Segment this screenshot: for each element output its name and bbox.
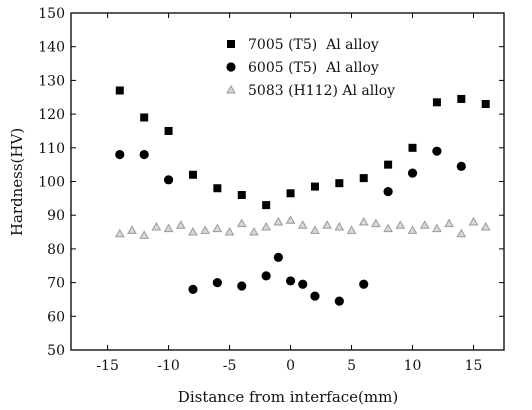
y-tick-label: 130 (38, 73, 65, 89)
circle-point (298, 279, 308, 289)
circle-point (115, 149, 125, 160)
y-tick-label: 110 (38, 141, 65, 157)
triangle-point (200, 225, 211, 234)
y-tick-label: 140 (38, 40, 65, 56)
triangle-point (175, 220, 186, 229)
triangle-point (383, 223, 393, 233)
square-point (115, 86, 124, 95)
triangle-point (139, 230, 150, 239)
triangle-point (236, 218, 247, 228)
triangle-point (212, 223, 223, 233)
data-points (114, 86, 491, 306)
triangle-point (310, 225, 320, 234)
y-tick-label: 60 (47, 309, 65, 325)
y-tick-label: 120 (38, 107, 65, 123)
legend-square-marker (227, 40, 235, 48)
circle-point (334, 296, 344, 306)
triangle-point (346, 225, 357, 234)
triangle-point (114, 228, 125, 238)
triangle-point (188, 227, 198, 236)
square-point (384, 160, 393, 169)
x-tick-label: -5 (223, 358, 237, 374)
triangle-point (334, 221, 345, 231)
circle-point (273, 252, 283, 262)
circle-point (285, 276, 296, 286)
x-tick-label: 15 (465, 358, 483, 374)
x-tick-label: 5 (347, 358, 356, 374)
square-point (188, 170, 197, 179)
circle-point (188, 284, 198, 294)
square-point (457, 94, 466, 103)
legend: 7005 (T5) Al alloy 6005 (T5) Al alloy 5083… (226, 37, 395, 99)
triangle-point (127, 225, 137, 234)
circle-point (212, 278, 222, 288)
circle-point (163, 175, 174, 185)
triangle-point (273, 216, 284, 226)
square-point (408, 143, 417, 152)
y-tick-label: 90 (47, 208, 65, 224)
axis-ticks (71, 12, 504, 351)
square-point (140, 113, 149, 122)
triangle-point (151, 221, 162, 231)
circle-point (139, 149, 149, 160)
x-axis-label: Distance from interface(mm) (178, 388, 398, 406)
square-point (335, 179, 344, 188)
circle-point (359, 279, 369, 289)
y-tick-label: 80 (47, 242, 65, 258)
triangle-point (358, 216, 369, 226)
circle-point (261, 271, 271, 281)
square-point (286, 189, 295, 198)
triangle-point (371, 218, 381, 228)
legend-label: 6005 (T5) Al alloy (248, 60, 379, 76)
triangle-point (395, 220, 406, 229)
y-tick-label: 150 (38, 6, 65, 22)
axis-tick-labels: 50 60 70 80 90 100 110 120 130 140 150 -15 -10 -5 0 5 10… (38, 6, 482, 374)
triangle-point (163, 223, 174, 233)
legend-circle-marker (226, 62, 236, 72)
circle-point (456, 161, 466, 171)
triangle-point (297, 220, 308, 229)
x-tick-label: -15 (96, 358, 119, 374)
circle-point (432, 146, 442, 156)
triangle-point (322, 220, 333, 229)
legend-label: 5083 (H112) Al alloy (248, 83, 395, 99)
square-point (237, 190, 246, 199)
y-axis-label: Hardness(HV) (8, 128, 26, 236)
circle-point (310, 291, 320, 301)
x-tick-label: -10 (157, 358, 180, 374)
circle-point (237, 281, 247, 291)
square-point (164, 126, 173, 135)
square-point (359, 174, 368, 183)
triangle-point (249, 227, 259, 236)
square-point (262, 201, 271, 210)
x-tick-label: 0 (286, 358, 295, 374)
y-tick-label: 100 (38, 175, 65, 191)
x-tick-label: 10 (404, 358, 422, 374)
y-tick-label: 70 (47, 276, 65, 292)
circle-point (383, 187, 393, 197)
square-point (310, 182, 319, 191)
triangle-point (432, 223, 442, 233)
triangle-point (444, 218, 454, 228)
triangle-point (407, 225, 418, 234)
square-point (213, 184, 222, 193)
circle-point (407, 168, 418, 178)
triangle-point (224, 227, 235, 236)
triangle-point (285, 215, 296, 224)
square-point (432, 98, 441, 107)
triangle-point (456, 228, 467, 238)
legend-label: 7005 (T5) Al alloy (248, 37, 379, 53)
square-point (481, 99, 490, 108)
triangle-point (468, 216, 479, 226)
triangle-point (480, 221, 491, 231)
triangle-point (419, 220, 430, 229)
y-tick-label: 50 (47, 343, 65, 359)
legend-triangle-marker (226, 84, 236, 94)
triangle-point (261, 221, 272, 231)
